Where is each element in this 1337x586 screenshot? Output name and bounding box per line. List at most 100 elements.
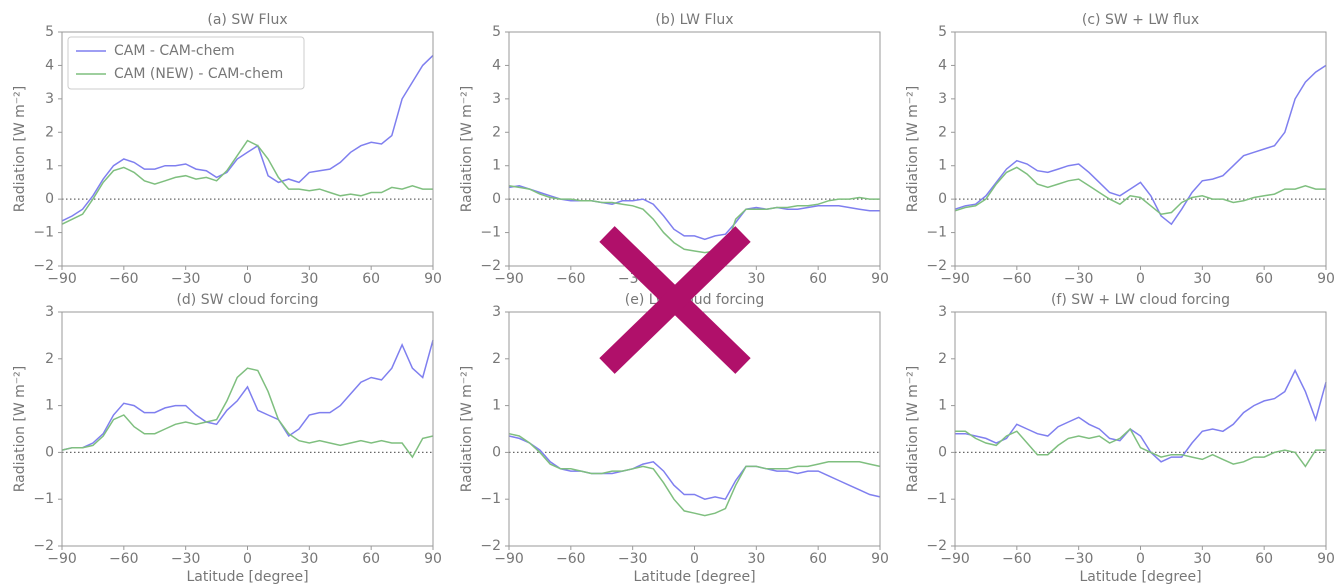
panel: (a) SW Flux Radiation [W m⁻²] −2 −1 0 1 2 3 4 5 −9… (12, 12, 442, 287)
y-axis-label: Radiation [W m⁻²] (459, 86, 475, 212)
x-tick-label: −60 (109, 551, 139, 567)
panel: (f) SW + LW cloud forcing Radiation [W m⁻… (905, 292, 1335, 585)
y-tick-label: 3 (492, 91, 501, 107)
panel: (c) SW + LW flux Radiation [W m⁻²] −2 −1 0 1 2… (905, 12, 1335, 287)
x-tick-label: 30 (300, 271, 318, 287)
x-tick-label: 90 (871, 551, 889, 567)
x-tick-label: −90 (494, 551, 524, 567)
x-tick-label: 30 (747, 271, 765, 287)
x-tick-label: −90 (940, 271, 970, 287)
x-tick-label: −30 (1064, 271, 1094, 287)
y-tick-label: −1 (480, 225, 501, 241)
y-tick-label: 1 (45, 158, 54, 174)
legend-label: CAM - CAM-chem (114, 43, 235, 59)
plot-frame (954, 311, 1327, 547)
x-tick-label: 30 (747, 551, 765, 567)
x-tick-label: −60 (109, 271, 139, 287)
x-axis-label: Latitude [degree] (633, 569, 755, 585)
series-line (61, 54, 434, 222)
y-tick-label: 2 (938, 124, 947, 140)
series-line (508, 185, 880, 254)
x-tick-label: 0 (690, 551, 699, 567)
y-tick-label: 2 (492, 124, 501, 140)
series-line (954, 166, 1326, 215)
y-tick-label: 2 (492, 351, 501, 367)
y-tick-label: 3 (45, 304, 54, 320)
y-tick-label: 0 (938, 191, 947, 207)
x-tick-label: 60 (809, 551, 827, 567)
series-line (508, 435, 881, 501)
y-tick-label: −1 (926, 225, 947, 241)
y-tick-label: 1 (45, 398, 54, 414)
x-tick-label: 90 (1317, 271, 1335, 287)
y-tick-label: −2 (33, 258, 54, 274)
x-tick-label: −30 (171, 271, 201, 287)
x-tick-label: −90 (494, 271, 524, 287)
y-axis-label: Radiation [W m⁻²] (905, 86, 921, 212)
y-tick-label: −2 (33, 538, 54, 554)
y-tick-label: 0 (492, 444, 501, 460)
y-tick-label: −2 (480, 258, 501, 274)
series-line (955, 368, 1327, 463)
x-tick-label: 0 (1136, 551, 1145, 567)
x-tick-label: 30 (1193, 551, 1211, 567)
x-tick-label: 60 (1255, 271, 1273, 287)
cross-overlay (599, 226, 751, 374)
series-line (508, 185, 880, 241)
x-tick-label: 60 (809, 271, 827, 287)
y-axis-label: Radiation [W m⁻²] (905, 366, 921, 492)
x-tick-label: −60 (1002, 551, 1032, 567)
y-tick-label: 4 (492, 57, 501, 73)
panel-title: (a) SW Flux (207, 12, 287, 28)
x-tick-label: 60 (362, 551, 380, 567)
x-tick-label: −90 (47, 551, 77, 567)
panel-title: (b) LW Flux (655, 12, 733, 28)
x-tick-label: −30 (171, 551, 201, 567)
x-tick-label: 60 (362, 271, 380, 287)
x-tick-label: 0 (243, 551, 252, 567)
legend-label: CAM (NEW) - CAM-chem (114, 66, 283, 82)
y-tick-label: −1 (926, 491, 947, 507)
plot-frame (61, 31, 434, 267)
x-axis-label: Latitude [degree] (186, 569, 308, 585)
x-tick-label: −60 (1002, 271, 1032, 287)
x-tick-label: 90 (1317, 551, 1335, 567)
y-tick-label: −1 (480, 491, 501, 507)
y-tick-label: 3 (938, 304, 947, 320)
panel-title: (c) SW + LW flux (1082, 12, 1199, 28)
series-line (955, 427, 1326, 468)
y-tick-label: 2 (938, 351, 947, 367)
x-tick-label: −60 (556, 271, 586, 287)
y-tick-label: −1 (33, 225, 54, 241)
y-tick-label: −2 (480, 538, 501, 554)
x-tick-label: 0 (243, 271, 252, 287)
y-tick-label: −1 (33, 491, 54, 507)
plot-frame (61, 311, 434, 547)
y-tick-label: 4 (45, 57, 54, 73)
plot-frame (508, 31, 881, 267)
y-tick-label: 3 (492, 304, 501, 320)
x-tick-label: −30 (618, 551, 648, 567)
x-tick-label: 30 (300, 551, 318, 567)
y-tick-label: 1 (938, 158, 947, 174)
panel: (b) LW Flux Radiation [W m⁻²] −2 −1 0 1 2 3 4 5 −9… (459, 12, 889, 287)
y-tick-label: 2 (45, 124, 54, 140)
y-tick-label: 0 (45, 191, 54, 207)
series-line (61, 367, 434, 459)
panel: (d) SW cloud forcing Radiation [W m⁻²] Lat… (12, 292, 442, 585)
y-tick-label: 4 (938, 57, 947, 73)
y-tick-label: 5 (45, 24, 54, 40)
x-tick-label: −90 (47, 271, 77, 287)
x-tick-label: 0 (1136, 271, 1145, 287)
series-line (954, 64, 1327, 226)
y-tick-label: 1 (492, 158, 501, 174)
panel-title: (f) SW + LW cloud forcing (1051, 292, 1230, 308)
y-tick-label: 0 (492, 191, 501, 207)
x-tick-label: 30 (1193, 271, 1211, 287)
y-tick-label: 1 (492, 398, 501, 414)
y-tick-label: 0 (45, 444, 54, 460)
y-tick-label: 3 (938, 91, 947, 107)
y-tick-label: −2 (926, 538, 947, 554)
